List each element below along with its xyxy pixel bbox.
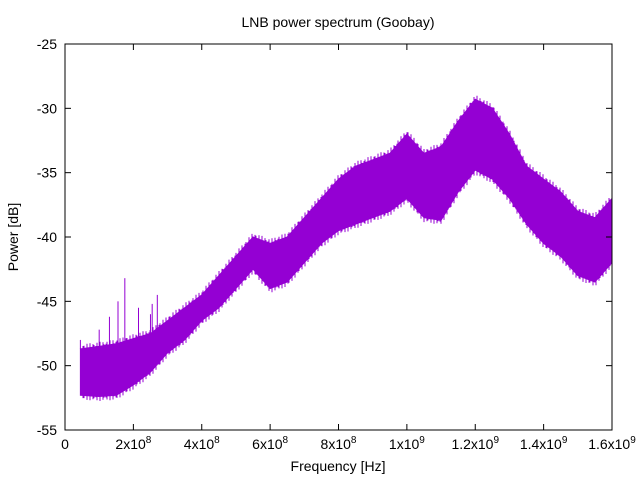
x-tick-label: 1.4x109 — [520, 435, 568, 452]
series-ripple — [80, 95, 613, 401]
y-tick-label: -40 — [37, 229, 57, 245]
y-tick-label: -55 — [37, 422, 57, 438]
y-tick-label: -50 — [37, 358, 57, 374]
y-tick-label: -45 — [37, 293, 57, 309]
axis-layer: -25 -30 -35 -40 -45 -50 -550 2x108 4x108 6x108 8x1… — [37, 36, 636, 452]
x-tick-label: 1.6x109 — [588, 435, 636, 452]
x-tick-label: 1x109 — [389, 435, 425, 452]
x-tick-label: 4x108 — [184, 435, 220, 452]
x-tick-label: 8x108 — [321, 435, 357, 452]
x-tick-label: 0 — [61, 436, 69, 452]
chart-title: LNB power spectrum (Goobay) — [242, 14, 435, 30]
y-axis-label: Power [dB] — [5, 203, 21, 271]
y-tick-label: -30 — [37, 100, 57, 116]
x-tick-label: 1.2x109 — [451, 435, 499, 452]
x-axis-label: Frequency [Hz] — [291, 458, 386, 474]
y-tick-label: -25 — [37, 36, 57, 52]
x-tick-label: 6x108 — [252, 435, 288, 452]
data-layer — [79, 95, 613, 401]
y-tick-label: -35 — [37, 165, 57, 181]
x-tick-label: 2x108 — [115, 435, 151, 452]
